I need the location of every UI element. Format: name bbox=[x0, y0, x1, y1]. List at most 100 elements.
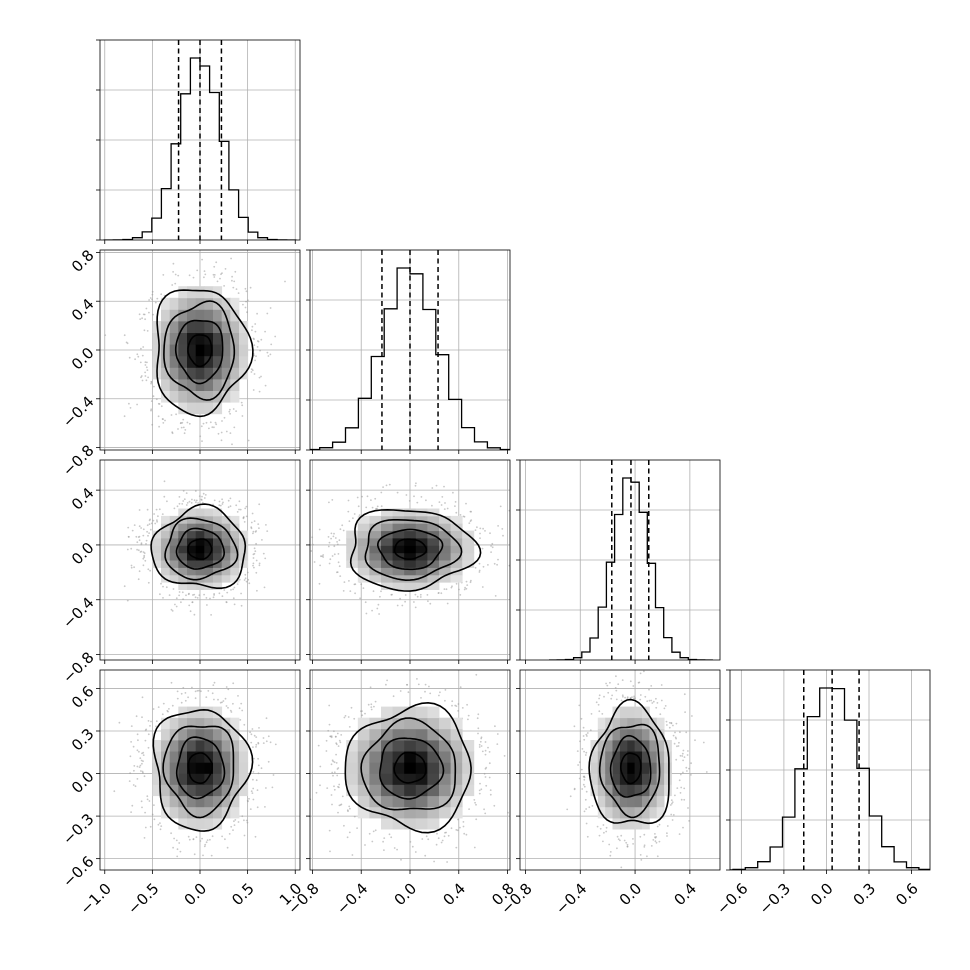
density-cell bbox=[415, 728, 428, 741]
scatter-point bbox=[258, 390, 261, 393]
density-cell bbox=[152, 545, 162, 554]
scatter-point bbox=[226, 846, 229, 849]
scatter-point bbox=[325, 739, 328, 742]
density-cell bbox=[230, 795, 240, 808]
scatter-point bbox=[202, 492, 205, 495]
scatter-point bbox=[455, 829, 458, 831]
scatter-point bbox=[443, 835, 446, 838]
scatter-point bbox=[143, 313, 146, 316]
density-cell bbox=[627, 740, 636, 752]
density-cell bbox=[161, 560, 171, 568]
scatter-point bbox=[607, 691, 610, 694]
scatter-point bbox=[226, 591, 229, 594]
scatter-point bbox=[629, 680, 632, 683]
scatter-point bbox=[393, 847, 396, 849]
density-cell bbox=[664, 762, 672, 774]
density-cell bbox=[213, 773, 223, 785]
scatter-point bbox=[224, 838, 226, 841]
scatter-point bbox=[156, 297, 159, 300]
scatter-point bbox=[258, 564, 261, 567]
scatter-point bbox=[168, 594, 171, 596]
density-cell bbox=[187, 762, 197, 774]
scatter-point bbox=[176, 855, 179, 858]
scatter-point bbox=[678, 833, 681, 835]
density-cell bbox=[450, 751, 463, 763]
density-cell bbox=[178, 508, 188, 517]
scatter-point bbox=[371, 506, 374, 509]
density-cell bbox=[439, 574, 451, 583]
scatter-point bbox=[255, 779, 258, 782]
density-cell bbox=[462, 784, 475, 797]
panel-ticks-0-0 bbox=[96, 39, 296, 244]
scatter-point bbox=[252, 530, 255, 533]
scatter-point bbox=[198, 594, 201, 596]
scatter-point bbox=[274, 743, 277, 746]
scatter-point bbox=[626, 845, 629, 848]
density-cell bbox=[178, 582, 188, 590]
scatter-point bbox=[235, 410, 238, 412]
density-cell bbox=[427, 740, 440, 752]
density-cell bbox=[656, 728, 665, 741]
scatter-point bbox=[484, 530, 486, 532]
density-cell bbox=[642, 717, 650, 730]
scatter-point bbox=[143, 775, 146, 778]
density-cell bbox=[392, 560, 405, 568]
scatter-point bbox=[158, 508, 161, 511]
scatter-point bbox=[127, 536, 130, 538]
density-cell bbox=[195, 740, 205, 752]
scatter-point bbox=[459, 826, 461, 829]
density-cell bbox=[427, 784, 440, 797]
scatter-point bbox=[528, 581, 530, 583]
scatter-point bbox=[142, 771, 144, 774]
scatter-point bbox=[608, 843, 611, 846]
scatter-point bbox=[233, 280, 236, 283]
scatter-point bbox=[312, 543, 314, 546]
scatter-point bbox=[155, 398, 158, 401]
scatter-point bbox=[491, 542, 494, 545]
scatter-point bbox=[350, 706, 353, 709]
density-cell bbox=[213, 332, 223, 345]
panel-grid-0-0 bbox=[100, 40, 300, 240]
density-cell bbox=[357, 515, 370, 524]
scatter-point bbox=[144, 361, 147, 364]
scatter-point bbox=[644, 695, 647, 698]
y-tick-label: 0.4 bbox=[68, 484, 98, 514]
density-cell bbox=[169, 297, 179, 310]
density-cell bbox=[450, 740, 463, 752]
density-cell bbox=[187, 560, 197, 568]
scatter-point bbox=[336, 541, 338, 543]
scatter-point bbox=[443, 485, 445, 488]
scatter-point bbox=[584, 754, 587, 756]
scatter-point bbox=[360, 583, 363, 586]
scatter-point bbox=[646, 700, 649, 703]
density-cell bbox=[239, 355, 249, 368]
scatter-point bbox=[679, 792, 682, 794]
scatter-point bbox=[209, 421, 212, 424]
density-cell bbox=[656, 751, 665, 763]
scatter-point bbox=[257, 764, 260, 767]
density-cell bbox=[357, 762, 370, 774]
scatter-point bbox=[147, 720, 150, 722]
scatter-point bbox=[477, 713, 480, 716]
scatter-point bbox=[230, 825, 233, 828]
density-cell bbox=[230, 530, 240, 539]
scatter-point bbox=[408, 500, 411, 502]
scatter-point bbox=[197, 502, 200, 504]
scatter-point bbox=[137, 536, 140, 538]
scatter-point bbox=[151, 293, 154, 296]
density-cell bbox=[357, 560, 370, 568]
density-cell bbox=[427, 574, 440, 583]
scatter-point bbox=[623, 839, 626, 842]
scatter-point bbox=[441, 839, 444, 842]
scatter-point bbox=[188, 500, 191, 503]
scatter-point bbox=[210, 854, 213, 857]
scatter-point bbox=[672, 724, 674, 727]
density-cell bbox=[213, 286, 223, 299]
scatter-point bbox=[240, 702, 243, 705]
density-cell bbox=[213, 545, 223, 554]
scatter-point bbox=[610, 697, 613, 700]
scatter-point bbox=[183, 498, 186, 501]
scatter-point bbox=[349, 807, 351, 810]
scatter-point bbox=[313, 561, 316, 563]
scatter-point bbox=[465, 587, 468, 590]
